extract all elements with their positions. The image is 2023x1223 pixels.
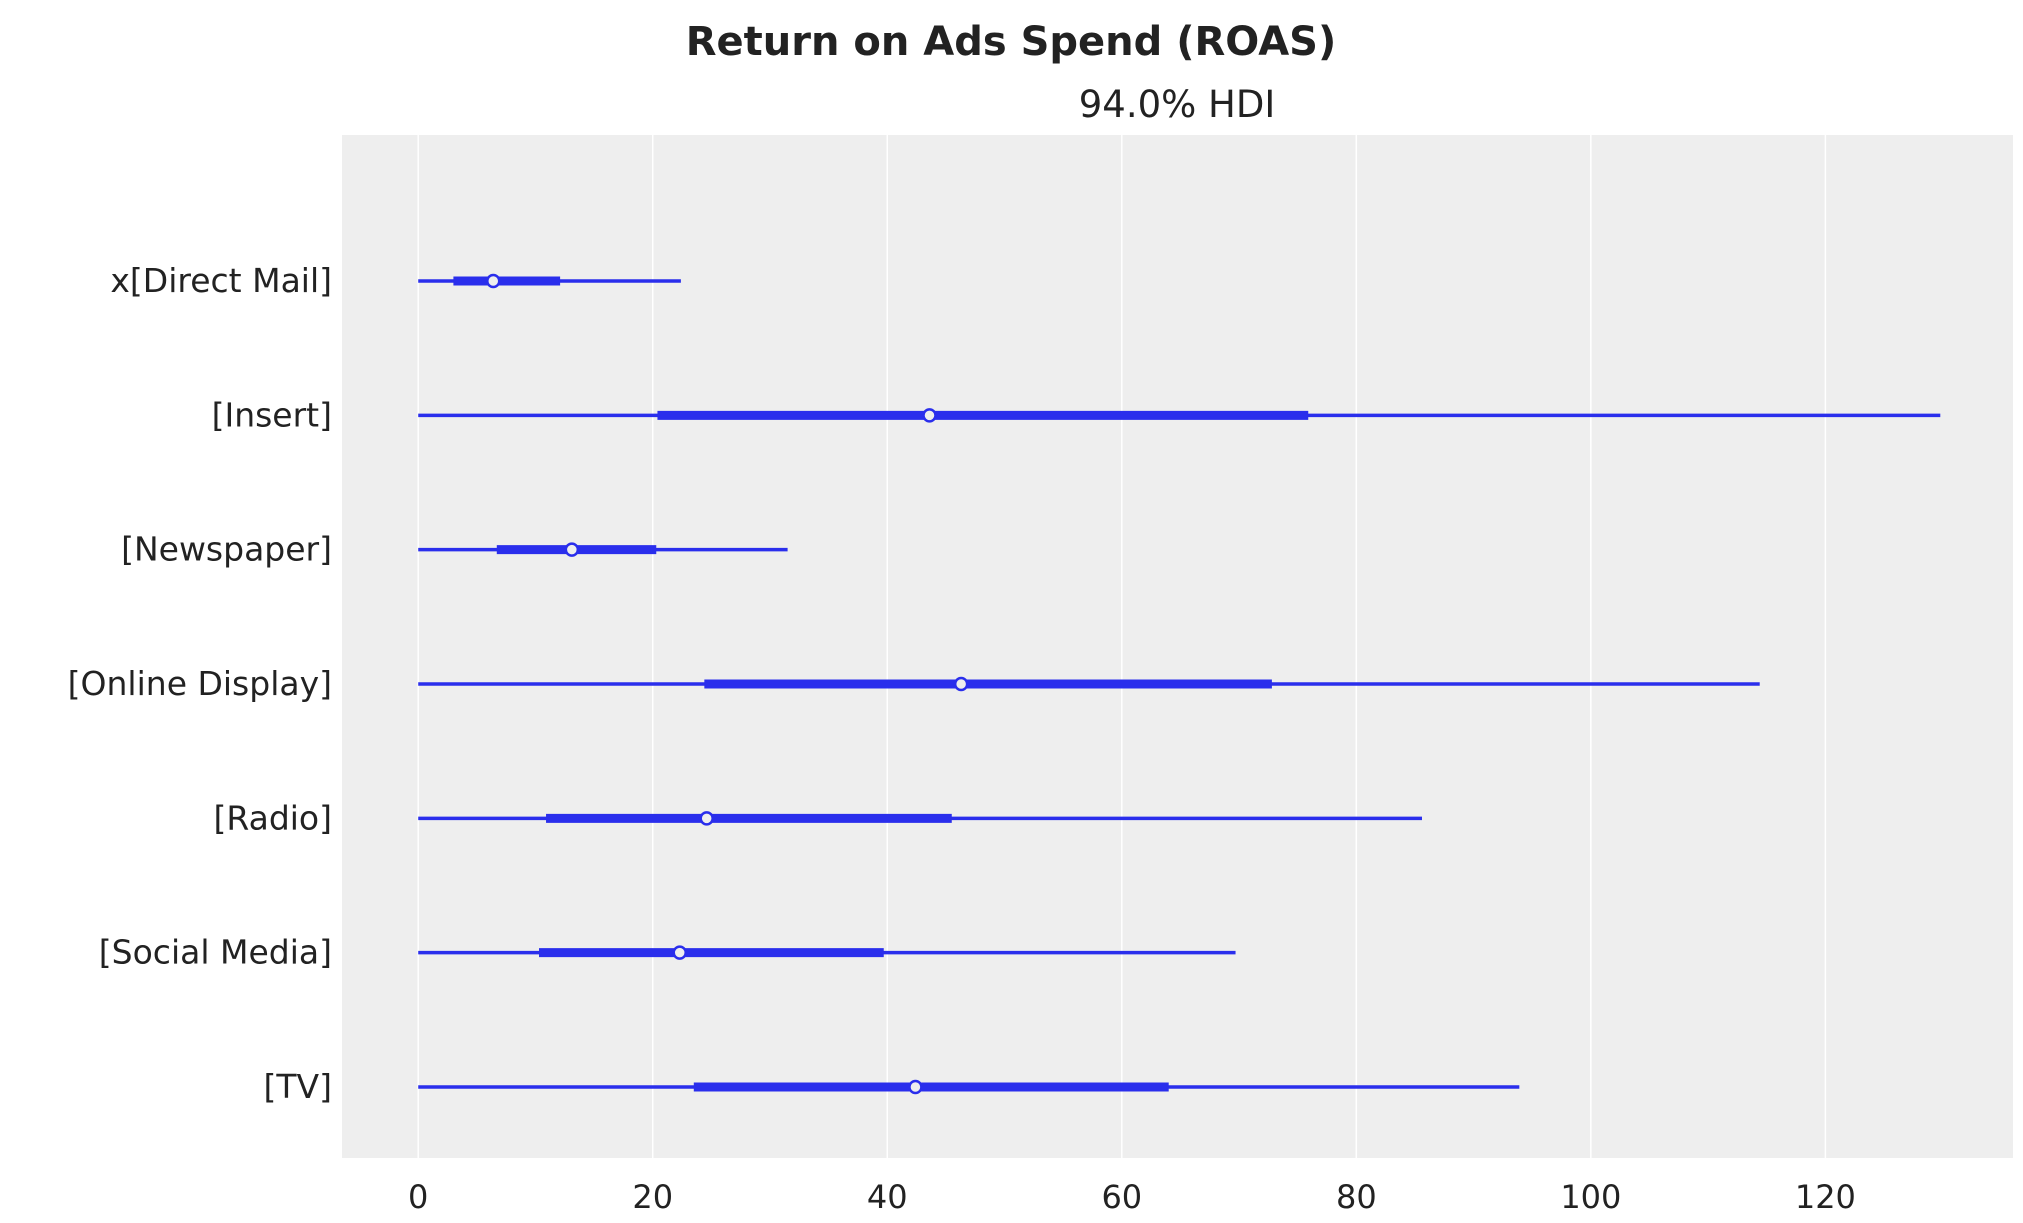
median-point — [564, 542, 580, 557]
row-newspaper: [Newspaper] — [121, 530, 788, 569]
median-point — [908, 1079, 923, 1095]
category-label: x[Direct Mail] — [110, 261, 332, 300]
x-tick-label: 100 — [1560, 1178, 1621, 1216]
x-tick-label: 80 — [1336, 1178, 1377, 1216]
category-label: [Newspaper] — [121, 530, 332, 569]
category-label: [Social Media] — [99, 933, 332, 972]
category-label: [Online Display] — [68, 664, 332, 703]
x-tick-label: 20 — [632, 1178, 673, 1216]
row-tv: [TV] — [264, 1067, 1520, 1106]
plot-area — [342, 135, 2013, 1158]
row-social-media: [Social Media] — [99, 933, 1236, 972]
category-label: [TV] — [264, 1067, 332, 1106]
x-tick-label: 60 — [1101, 1178, 1142, 1216]
median-point — [486, 273, 501, 289]
row-radio: [Radio] — [214, 798, 1422, 837]
x-tick-label: 120 — [1795, 1178, 1856, 1216]
category-label: [Radio] — [214, 798, 332, 837]
median-point — [672, 945, 687, 960]
median-point — [699, 811, 714, 826]
chart-subtitle: 94.0% HDI — [1079, 83, 1276, 126]
median-point — [922, 408, 937, 423]
x-tick-label: 0 — [408, 1178, 428, 1216]
row-insert: [Insert] — [212, 395, 1941, 434]
row-x-direct-mail: x[Direct Mail] — [110, 261, 681, 300]
category-label: [Insert] — [212, 395, 332, 434]
row-online-display: [Online Display] — [68, 664, 1760, 703]
chart-title: Return on Ads Spend (ROAS) — [686, 19, 1337, 65]
median-point — [953, 676, 969, 692]
x-tick-label: 40 — [867, 1178, 908, 1216]
